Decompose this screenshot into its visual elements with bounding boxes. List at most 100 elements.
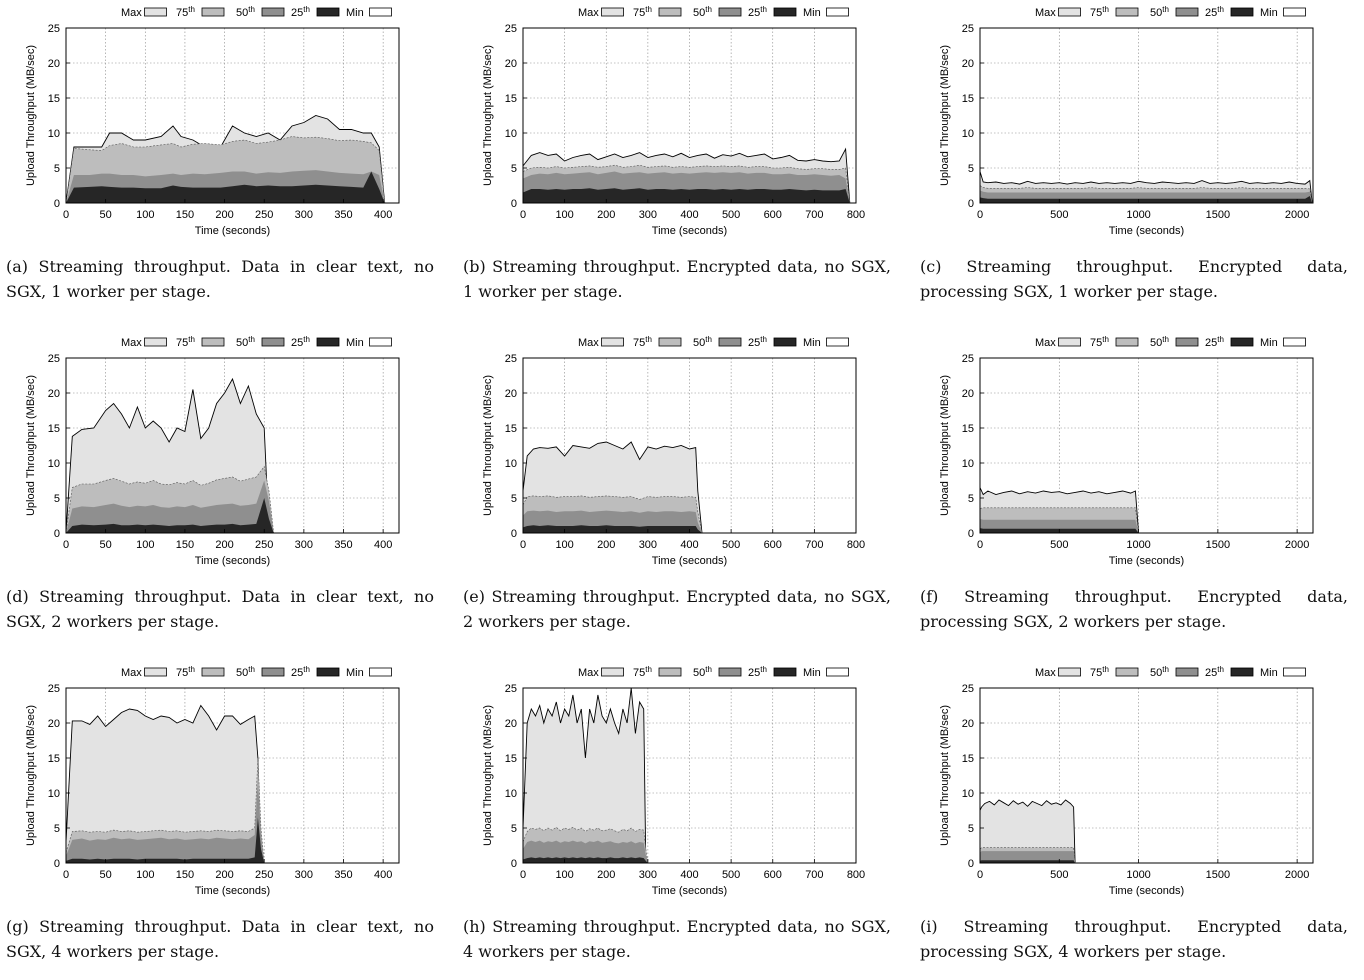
figure-caption: (h) Streaming throughput. Encrypted data… xyxy=(463,917,891,961)
x-tick-label: 100 xyxy=(555,539,573,551)
x-tick-label: 1500 xyxy=(1206,539,1230,551)
legend-swatch-max xyxy=(1058,337,1081,347)
series-area-50th xyxy=(980,851,1076,863)
chart-panel-0: Max 75th 50th 25th Min 0 50 100 150 200 250 300 350 4… xyxy=(0,0,440,320)
legend-swatch-p50 xyxy=(261,667,285,677)
x-axis-label: Time (seconds) xyxy=(195,555,270,567)
chart-panel-8: Max 75th 50th 25th Min 0 500 1000 1500 2000 0 5 10 15… xyxy=(914,660,1354,980)
x-tick-label: 500 xyxy=(722,869,740,881)
legend: Max 75th 50th 25th Min xyxy=(1035,5,1306,19)
legend-label-max: Max xyxy=(121,7,142,19)
y-axis-label: Upload Throughput (MB/sec) xyxy=(482,705,494,846)
series-area-25th xyxy=(523,857,648,863)
y-tick-label: 0 xyxy=(511,198,517,210)
plot-frame xyxy=(979,27,1314,204)
legend-swatch-max xyxy=(1058,7,1081,17)
y-tick-label: 25 xyxy=(962,683,974,695)
y-tick-label: 20 xyxy=(505,388,517,400)
legend-sup: th xyxy=(760,335,767,344)
areas xyxy=(522,441,703,534)
y-tick-label: 0 xyxy=(54,528,60,540)
legend-swatch-max xyxy=(601,337,624,347)
legend-label-p25: 25th xyxy=(1205,5,1224,19)
legend-label-p75: 75th xyxy=(1090,665,1109,679)
y-tick-label: 15 xyxy=(962,423,974,435)
legend-label-p50: 50th xyxy=(693,665,712,679)
legend-sup: th xyxy=(188,335,195,344)
legend-swatch-p50 xyxy=(1175,667,1199,677)
legend-swatch-max xyxy=(601,7,624,17)
areas xyxy=(522,147,851,204)
legend-swatch-p50 xyxy=(718,337,742,347)
legend-label-p50: 50th xyxy=(1150,665,1169,679)
y-axis-label: Upload Throughput (MB/sec) xyxy=(25,45,37,186)
x-axis-label: Time (seconds) xyxy=(1109,555,1184,567)
series-area-25th xyxy=(523,188,850,203)
legend-sup: th xyxy=(1102,665,1109,674)
x-tick-label: 100 xyxy=(555,209,573,221)
y-tick-label: 10 xyxy=(48,128,60,140)
y-axis-label: Upload Throughput (MB/sec) xyxy=(482,45,494,186)
areas xyxy=(65,704,265,864)
y-axis-label: Upload Throughput (MB/sec) xyxy=(25,705,37,846)
x-tick-label: 2000 xyxy=(1285,869,1309,881)
legend-label-max: Max xyxy=(121,667,142,679)
x-tick-label: 400 xyxy=(680,539,698,551)
y-tick-label: 15 xyxy=(505,423,517,435)
x-tick-label: 250 xyxy=(255,539,273,551)
x-tick-label: 350 xyxy=(334,869,352,881)
legend-sup: th xyxy=(760,5,767,14)
figure-caption: (b) Streaming throughput. Encrypted data… xyxy=(463,257,891,301)
ticks: 0 50 100 150 200 250 300 350 400 0 5 10 15 20 25 xyxy=(48,683,393,881)
y-tick-label: 25 xyxy=(962,23,974,35)
chart-panel-4: Max 75th 50th 25th Min 0 100 200 300 400 500 600 700… xyxy=(457,330,897,650)
legend-label-p25: 25th xyxy=(748,665,767,679)
x-axis-label: Time (seconds) xyxy=(1109,225,1184,237)
x-tick-label: 2000 xyxy=(1285,539,1309,551)
x-tick-label: 0 xyxy=(63,869,69,881)
ticks: 0 100 200 300 400 500 600 700 800 0 5 10 15 20 25 xyxy=(505,683,865,881)
legend-label-max: Max xyxy=(578,667,599,679)
series-area-25th xyxy=(980,196,1313,203)
figure-caption: (a) Streaming throughput. Data in clear … xyxy=(6,257,434,301)
legend-sup: th xyxy=(1217,335,1224,344)
legend-label-min: Min xyxy=(1260,7,1278,19)
ticks: 0 500 1000 1500 2000 0 5 10 15 20 25 xyxy=(962,683,1310,881)
legend-label-p75: 75th xyxy=(176,5,195,19)
legend-label-p25: 25th xyxy=(1205,335,1224,349)
series-area-50th xyxy=(523,840,648,863)
ticks: 0 50 100 150 200 250 300 350 400 0 5 10 15 20 25 xyxy=(48,353,393,551)
y-tick-label: 0 xyxy=(54,198,60,210)
x-tick-label: 400 xyxy=(374,869,392,881)
x-tick-label: 500 xyxy=(1050,209,1068,221)
x-tick-label: 100 xyxy=(136,869,154,881)
y-axis-label: Upload Throughput (MB/sec) xyxy=(482,375,494,516)
x-axis-label: Time (seconds) xyxy=(652,885,727,897)
legend-swatch-max xyxy=(144,337,167,347)
figure-caption: (e) Streaming throughput. Encrypted data… xyxy=(463,587,891,631)
plot-frame xyxy=(65,27,400,204)
legend-label-p50: 50th xyxy=(693,5,712,19)
legend: Max 75th 50th 25th Min xyxy=(578,665,849,679)
figure-caption: (d) Streaming throughput. Data in clear … xyxy=(6,587,434,631)
y-tick-label: 5 xyxy=(54,823,60,835)
legend-swatch-min xyxy=(369,667,392,677)
legend-sup: th xyxy=(303,335,310,344)
x-tick-label: 800 xyxy=(847,539,865,551)
x-tick-label: 800 xyxy=(847,869,865,881)
legend: Max 75th 50th 25th Min xyxy=(1035,335,1306,349)
plot-area xyxy=(980,28,1313,203)
legend-label-p75: 75th xyxy=(176,335,195,349)
legend-sup: th xyxy=(1162,5,1169,14)
series-area-25th xyxy=(66,498,274,533)
x-tick-label: 200 xyxy=(215,539,233,551)
y-tick-label: 15 xyxy=(48,93,60,105)
y-tick-label: 0 xyxy=(968,528,974,540)
y-tick-label: 25 xyxy=(48,683,60,695)
legend-sup: th xyxy=(1162,335,1169,344)
y-tick-label: 5 xyxy=(968,823,974,835)
